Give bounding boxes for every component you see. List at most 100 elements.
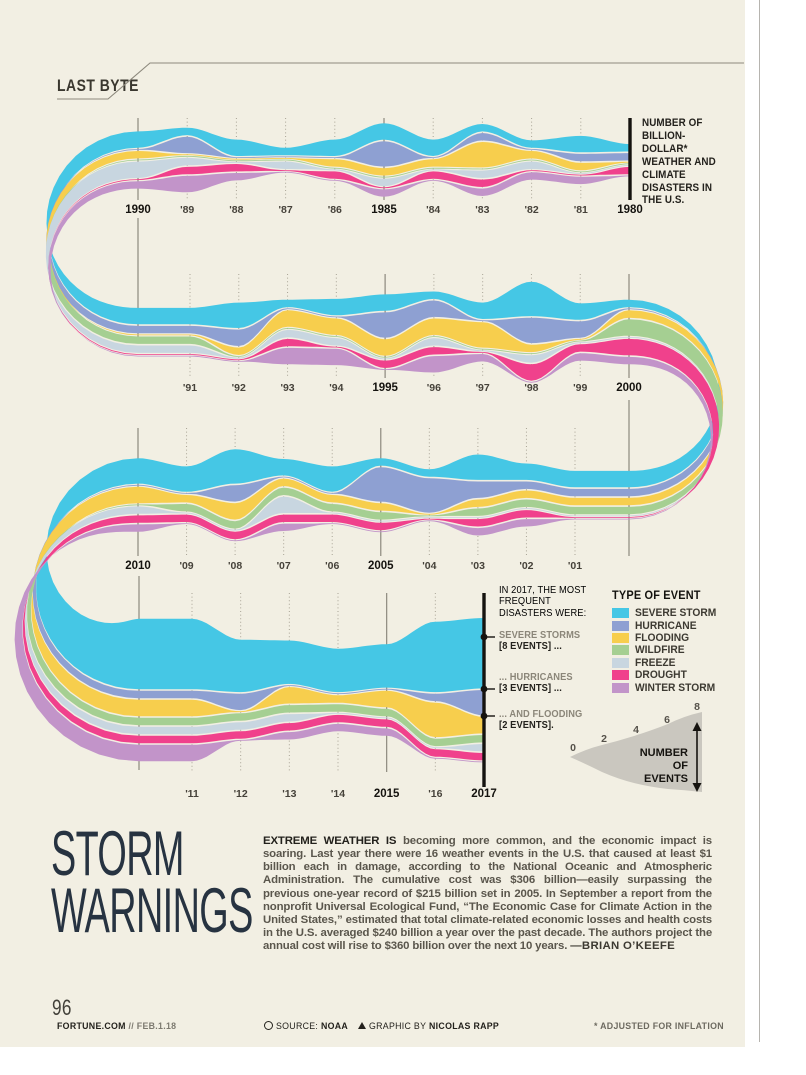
annotation-dot: [480, 633, 488, 641]
page-title: STORM WARNINGS: [51, 819, 253, 946]
year-label-2009: '09: [179, 560, 193, 572]
page-bottom-margin: [0, 1047, 806, 1075]
scale-tick: 2: [601, 733, 607, 745]
year-label-1997: '97: [476, 382, 490, 394]
source-label: SOURCE:: [276, 1021, 319, 1031]
source-icon: [264, 1021, 273, 1030]
year-label-2014: '14: [331, 788, 345, 800]
legend-items: SEVERE STORM HURRICANE FLOODING WILDFIRE FRE…: [612, 607, 742, 694]
year-label-1993: '93: [280, 382, 294, 394]
legend-label: FREEZE: [635, 656, 676, 669]
body-lead: EXTREME WEATHER IS: [263, 835, 397, 847]
footer-credit: GRAPHIC BY NICOLAS RAPP: [358, 1021, 499, 1031]
annotation-2017-intro: IN 2017, THE MOST FREQUENT DISASTERS WER…: [499, 585, 587, 619]
page-edge-line: [759, 0, 760, 1042]
body-paragraph: EXTREME WEATHER IS becoming more common,…: [263, 835, 712, 953]
scale-label: NUMBER: [640, 747, 688, 759]
year-label-1985: 1985: [371, 204, 397, 216]
legend-swatch: [612, 657, 629, 668]
year-label-2011: '11: [185, 788, 199, 800]
magazine-page: LAST BYTE 1990'89'88'87'86 1985'84'83'82 '…: [0, 0, 745, 1047]
legend-swatch: [612, 682, 629, 693]
year-label-2000: 2000: [616, 382, 642, 394]
legend-item: SEVERE STORM: [612, 607, 742, 619]
scale-label: EVENTS: [644, 773, 688, 785]
year-label-1982: '82: [525, 204, 539, 216]
legend-label: WILDFIRE: [635, 644, 685, 657]
year-label-2012: '12: [234, 788, 248, 800]
legend-item: FREEZE: [612, 657, 742, 669]
year-label-2017: 2017: [471, 788, 497, 800]
chart-headline-note: NUMBER OF BILLION- DOLLAR* WEATHER AND C…: [642, 117, 716, 207]
annotation-dot: [480, 712, 488, 720]
year-label-1989: '89: [180, 204, 194, 216]
legend: TYPE OF EVENT SEVERE STORM HURRICANE FLOOD…: [612, 590, 742, 694]
header-rule: [57, 62, 744, 100]
year-label-1981: '81: [574, 204, 588, 216]
annotation-hurricanes: ... HURRICANES [3 EVENTS] ...: [499, 672, 586, 695]
title-line1: STORM: [51, 819, 184, 889]
legend-item: DROUGHT: [612, 669, 742, 681]
year-label-1990: 1990: [125, 204, 151, 216]
annotation-flooding: ... AND FLOODING [2 EVENTS].: [499, 709, 586, 732]
year-label-2001: '01: [568, 560, 582, 572]
legend-swatch: [612, 620, 629, 631]
legend-item: WINTER STORM: [612, 681, 742, 694]
scale-tick: 6: [664, 714, 670, 726]
title-line2: WARNINGS: [51, 876, 253, 946]
year-label-1986: '86: [328, 204, 342, 216]
footer-source: SOURCE: NOAA: [264, 1021, 348, 1031]
stream-chart: 1990 '89 '88 '87 '86 1985 '84 '83 '82 '81 1980 '91 '…: [14, 118, 724, 800]
year-label-1996: '96: [427, 382, 441, 394]
legend-swatch: [612, 670, 629, 681]
body-copy: becoming more common, and the economic i…: [263, 835, 712, 953]
year-label-1988: '88: [229, 204, 243, 216]
year-label-2010: 2010: [125, 560, 151, 572]
legend-label: DROUGHT: [635, 669, 687, 682]
brand-text: FORTUNE.COM: [57, 1021, 126, 1031]
scale-label: OF: [673, 760, 689, 772]
footer-brand: FORTUNE.COM // FEB.1.18: [57, 1021, 176, 1031]
legend-swatch: [612, 645, 629, 656]
year-label-2008: '08: [228, 560, 242, 572]
year-label-2002: '02: [519, 560, 533, 572]
year-label-2004: '04: [422, 560, 436, 572]
year-label-1994: '94: [329, 382, 343, 394]
legend-item: HURRICANE: [612, 619, 742, 632]
legend-swatch: [612, 632, 629, 643]
year-label-2015: 2015: [374, 788, 400, 800]
bar-1980: [628, 118, 632, 200]
scale-tick: 0: [570, 742, 576, 754]
annotation-value: [3 EVENTS] ...: [499, 683, 562, 695]
legend-swatch: [612, 608, 629, 619]
annotation-dot: [480, 685, 488, 693]
annotation-label: SEVERE STORMS: [499, 630, 581, 641]
credit-value: NICOLAS RAPP: [429, 1021, 500, 1031]
page-right-margin: [745, 0, 806, 1075]
legend-label: FLOODING: [635, 631, 690, 644]
legend-label: SEVERE STORM: [635, 607, 717, 620]
year-label-1987: '87: [279, 204, 293, 216]
issue-date: // FEB.1.18: [128, 1021, 177, 1031]
scale-tick: 4: [633, 724, 639, 736]
stream-bands: [14, 123, 724, 763]
year-label-2006: '06: [325, 560, 339, 572]
year-label-2003: '03: [471, 560, 485, 572]
year-labels: 1990 '89 '88 '87 '86 1985 '84 '83 '82 '81 1980 '91 '…: [125, 204, 643, 800]
year-label-1992: '92: [232, 382, 246, 394]
year-label-2013: '13: [282, 788, 296, 800]
year-label-2016: '16: [428, 788, 442, 800]
year-label-2007: '07: [277, 560, 291, 572]
year-label-1980: 1980: [617, 204, 643, 216]
year-label-1998: '98: [524, 382, 538, 394]
scale-triangle: [570, 712, 702, 792]
year-label-2005: 2005: [368, 560, 394, 572]
legend-label: WINTER STORM: [635, 681, 716, 694]
year-label-1991: '91: [183, 382, 197, 394]
annotation-value: [8 EVENTS] ...: [499, 641, 562, 653]
year-label-1984: '84: [426, 204, 440, 216]
scale-tick: 8: [694, 701, 700, 713]
legend-item: WILDFIRE: [612, 644, 742, 656]
year-label-1999: '99: [573, 382, 587, 394]
